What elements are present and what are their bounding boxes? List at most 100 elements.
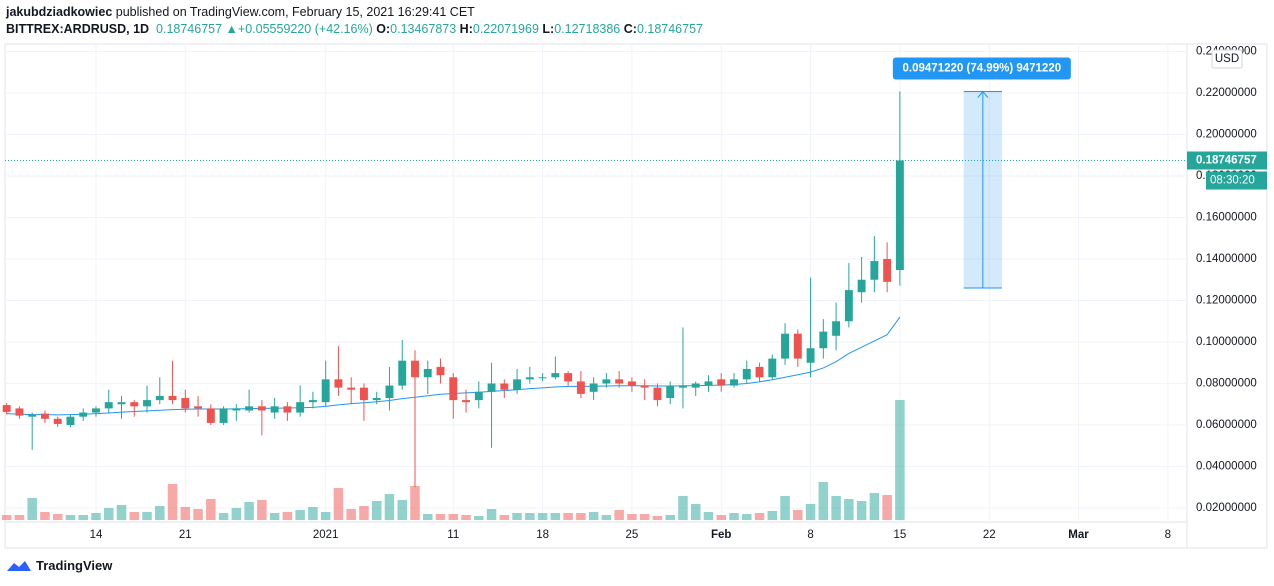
candle-body — [130, 402, 139, 407]
candle-body — [717, 379, 726, 386]
candle-body — [232, 408, 241, 411]
volume-bar — [91, 513, 101, 520]
volume-bar — [627, 514, 637, 520]
candle-body — [602, 379, 611, 384]
volume-bar — [371, 501, 382, 520]
volume-bar — [65, 515, 76, 520]
candle-body — [487, 383, 496, 392]
y-tick-label: 0.16000000 — [1196, 212, 1257, 224]
volume-bar — [831, 496, 841, 520]
volume-bar — [576, 513, 586, 520]
candle-body — [844, 290, 853, 322]
candle-body — [538, 377, 547, 379]
candle-body — [206, 408, 215, 423]
candle-body — [66, 416, 75, 425]
candle-body — [385, 385, 394, 399]
currency-badge — [1211, 49, 1243, 69]
quote-line: BITTREX:ARDRUSD, 1D 0.18746757 ▲+0.05559… — [6, 21, 703, 38]
candle-body — [245, 406, 254, 411]
frame — [4, 43, 1268, 549]
candle-body — [806, 348, 815, 363]
candle-body — [883, 258, 892, 282]
volume-bar — [295, 510, 305, 520]
volume-bar — [895, 400, 905, 520]
candle-body — [411, 360, 419, 378]
author: jakubdziadkowiec — [6, 5, 113, 19]
x-tick-label: 25 — [626, 529, 639, 541]
volume-bar — [308, 507, 318, 520]
candle-body — [334, 379, 343, 388]
volume-bar — [116, 505, 127, 520]
y-tick-label: 0.22000000 — [1196, 87, 1257, 99]
volume-bar — [703, 512, 714, 520]
last: 0.18746757 — [156, 22, 223, 36]
x-tick-label: 18 — [536, 529, 549, 541]
candle-body — [576, 381, 585, 394]
candle-body — [257, 406, 266, 411]
volume-bar — [550, 513, 561, 520]
volume-bar — [882, 495, 892, 520]
volume-bar — [486, 509, 497, 520]
volume-bar — [793, 510, 803, 520]
y-tick-label: 0.20000000 — [1196, 129, 1257, 141]
change: +0.05559220 (+42.16%) — [237, 22, 373, 36]
measure-arrowhead — [977, 90, 989, 98]
candle-body — [551, 373, 560, 378]
y-tick-label: 0.06000000 — [1196, 419, 1257, 431]
volume-bar — [818, 482, 829, 520]
x-tick-label: Mar — [1068, 529, 1089, 541]
candle-body — [308, 400, 317, 403]
candle-body — [15, 408, 24, 416]
candle-body — [359, 387, 368, 401]
x-tick-label: 21 — [179, 529, 192, 541]
x-tick-label: 14 — [90, 529, 103, 541]
volume-bar — [384, 494, 395, 520]
volume-bar — [780, 496, 790, 520]
header: jakubdziadkowiec published on TradingVie… — [6, 4, 703, 38]
candle-body — [653, 387, 662, 401]
volume-bar — [461, 515, 471, 520]
symbol: BITTREX:ARDRUSD, 1D — [6, 22, 150, 36]
candle-body — [79, 412, 88, 417]
volume-bar — [40, 512, 50, 520]
volume-bar — [563, 513, 573, 520]
last-price-label: 0.18746757 — [1196, 155, 1257, 167]
candle-body — [589, 383, 598, 392]
y-tick-label: 0.02000000 — [1196, 502, 1257, 514]
candle-body — [640, 385, 649, 388]
volume-bar — [155, 506, 165, 520]
volume-bar — [1, 515, 12, 520]
h: 0.22071969 — [472, 22, 539, 36]
volume-bar — [346, 509, 356, 520]
volume-bar — [218, 513, 229, 520]
volume-bar — [716, 515, 726, 520]
o-key: O: — [376, 22, 391, 36]
x-tick-label: 22 — [983, 529, 996, 541]
candle-body — [615, 379, 624, 384]
candle-body — [219, 408, 228, 423]
candle-body — [28, 414, 37, 417]
volume-bar — [869, 493, 880, 520]
volume-bar — [499, 515, 510, 520]
candle-body — [895, 160, 904, 271]
candle-body — [92, 408, 100, 413]
candle-body — [564, 373, 573, 382]
candle-body — [398, 360, 407, 386]
candle-body — [53, 418, 62, 424]
candle-body — [321, 379, 330, 403]
candle-body — [500, 383, 509, 390]
candle-body — [742, 368, 751, 380]
volume-bar — [435, 514, 446, 520]
c: 0.18746757 — [636, 22, 703, 36]
volume-bar — [282, 512, 293, 520]
candle-body — [793, 333, 802, 359]
volume-bar — [742, 514, 752, 520]
o: 0.13467873 — [390, 22, 457, 36]
candle-body — [40, 413, 49, 419]
volume-bar — [231, 508, 242, 520]
candle-body — [755, 366, 764, 378]
volume-bar — [103, 508, 114, 520]
volume-bar — [525, 513, 535, 520]
candle-body — [462, 400, 470, 403]
